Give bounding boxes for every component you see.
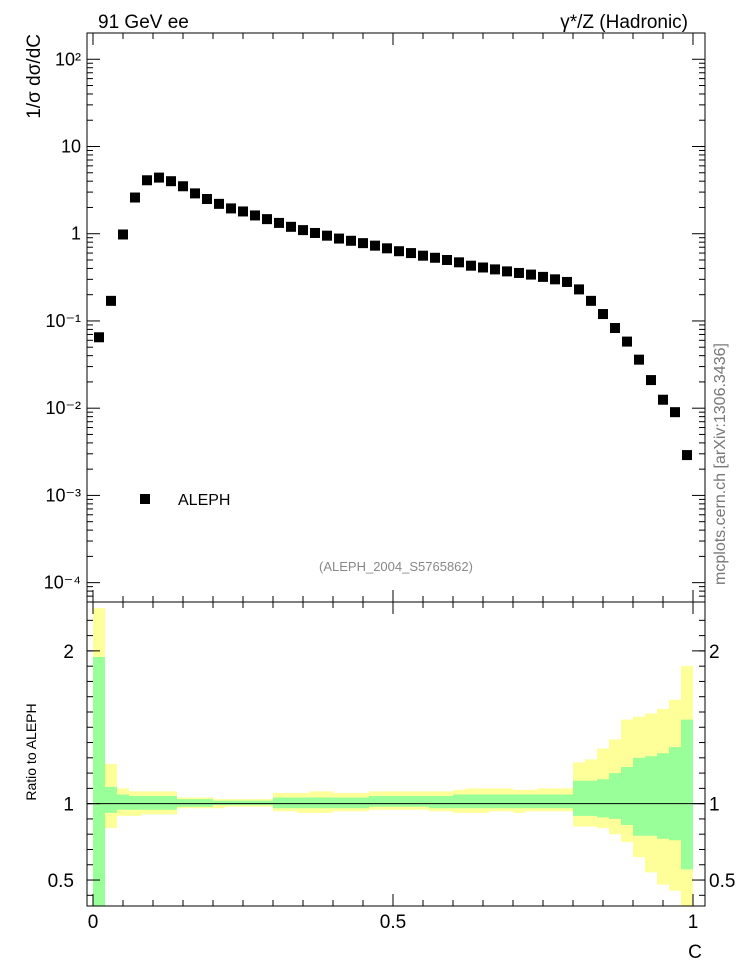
x-tick-label: 0 (88, 912, 99, 933)
data-point (94, 332, 104, 343)
header-left-title: 91 GeV ee (98, 12, 189, 33)
header-right-title: γ*/Z (Hadronic) (560, 12, 688, 33)
data-point (454, 257, 464, 268)
data-point (226, 203, 236, 214)
ratio-y-tick-label-left: 2 (63, 642, 74, 663)
data-point (142, 175, 152, 186)
data-point (538, 271, 548, 282)
data-point (562, 276, 572, 287)
data-point (286, 221, 296, 232)
x-axis-label: C (688, 942, 702, 963)
data-point (598, 309, 608, 320)
main-panel: 10² 10 1 10⁻¹ 10⁻² 10⁻³ 10⁻⁴ (44, 32, 706, 603)
data-point (634, 354, 644, 365)
main-y-axis-label: 1/σ dσ/dC (24, 34, 45, 119)
data-point (202, 194, 212, 205)
data-point (658, 394, 668, 405)
main-y-tick-label: 10⁻⁴ (44, 573, 81, 593)
ratio-frame (86, 601, 706, 907)
data-point (214, 198, 224, 209)
main-y-tick-label: 1 (71, 224, 81, 244)
data-point (586, 295, 596, 306)
uncertainty-band (93, 608, 693, 906)
data-point (442, 254, 452, 265)
data-point (322, 230, 332, 241)
data-point (574, 284, 584, 295)
data-point (478, 262, 488, 273)
data-point (274, 217, 284, 228)
data-point (526, 269, 536, 280)
data-point (166, 176, 176, 187)
data-point (106, 295, 116, 306)
data-point (406, 248, 416, 259)
data-point (646, 375, 656, 386)
data-point (262, 214, 272, 225)
ratio-y-axis-label: Ratio to ALEPH (23, 703, 39, 800)
data-point (490, 264, 500, 275)
reference-label: (ALEPH_2004_S5765862) (319, 559, 473, 574)
data-point (346, 235, 356, 246)
data-point (622, 336, 632, 347)
data-point (238, 206, 248, 217)
legend-marker (140, 494, 150, 504)
data-point (430, 252, 440, 263)
data-point (334, 233, 344, 244)
main-y-tick-label: 10⁻³ (45, 485, 81, 505)
data-point (550, 274, 560, 285)
watermark: mcplots.cern.ch [arXiv:1306.3436] (712, 343, 729, 585)
main-y-tick-label: 10 (61, 136, 81, 156)
ratio-y-tick-label-left: 1 (63, 795, 74, 816)
main-frame (86, 32, 706, 603)
data-point (382, 243, 392, 254)
data-point (502, 266, 512, 277)
data-point (682, 450, 692, 461)
uncertainty-band (93, 656, 693, 906)
ratio-y-tick-label-right: 0.5 (709, 871, 735, 892)
data-point (298, 225, 308, 236)
data-point (514, 267, 524, 278)
ratio-y-tick-label-left: 0.5 (48, 871, 74, 892)
data-point (466, 260, 476, 271)
data-point (358, 238, 368, 249)
ratio-y-tick-label-right: 1 (709, 795, 720, 816)
data-point (130, 192, 140, 203)
ratio-y-tick-label-right: 2 (709, 642, 720, 663)
data-point (154, 172, 164, 183)
data-point (370, 240, 380, 251)
main-y-tick-label: 10⁻² (45, 398, 81, 418)
data-point (250, 210, 260, 221)
data-point (118, 229, 128, 240)
data-point (670, 407, 680, 418)
data-point (394, 246, 404, 257)
data-point (190, 188, 200, 199)
legend-label: ALEPH (178, 492, 230, 509)
data-point (310, 227, 320, 238)
main-y-tick-label: 10⁻¹ (45, 311, 81, 331)
main-y-tick-label: 10² (55, 49, 81, 69)
data-point (178, 181, 188, 192)
data-point (610, 323, 620, 334)
x-tick-label: 1 (688, 912, 699, 933)
ratio-panel: 0.5 0.5 1 1 2 2 0 0.5 1 (48, 601, 735, 933)
x-tick-label: 0.5 (380, 912, 406, 933)
data-point (418, 250, 428, 261)
